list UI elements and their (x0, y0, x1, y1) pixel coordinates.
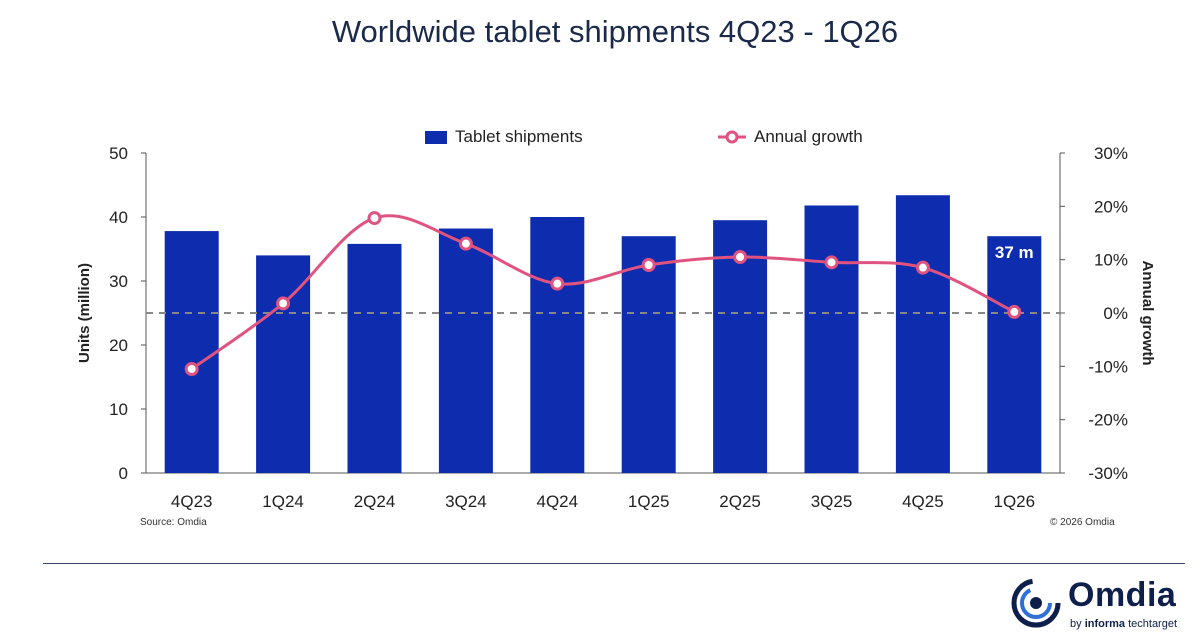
chart-svg: 0 10 20 30 40 50 -30% -20% -10% 0% 10% 20% 30% Units … (76, 144, 1156, 511)
y2-tick-label: 30% (1094, 144, 1128, 163)
x-tick-label: 1Q25 (628, 492, 670, 511)
growth-point-1Q25 (641, 258, 656, 272)
bar-3Q25 (804, 205, 859, 474)
y-axis-label: Units (million) (76, 263, 93, 363)
growth-point-4Q25 (915, 260, 930, 275)
bar-data-label: 37 m (995, 243, 1034, 262)
source-note: Source: Omdia (140, 517, 207, 528)
x-tick-label: 3Q25 (811, 492, 853, 511)
legend-bar-swatch (425, 130, 447, 144)
omdia-logo: Omdia by informa techtarget (1010, 574, 1190, 634)
x-tick-label: 4Q25 (902, 492, 944, 511)
bar-1Q25 (621, 236, 676, 473)
legend-line-swatch (718, 130, 746, 144)
x-tick-label: 1Q26 (994, 492, 1036, 511)
y2-tick-label: -20% (1088, 411, 1128, 430)
y2-tick-label: 0% (1103, 304, 1128, 323)
y-tick-label: 20 (109, 336, 128, 355)
growth-point-4Q24 (550, 276, 565, 291)
x-tick-label: 4Q24 (537, 492, 579, 511)
footer-divider (43, 563, 1185, 564)
y-tick-label: 10 (109, 400, 128, 419)
growth-line (190, 214, 1015, 371)
bar-4Q23 (164, 231, 219, 473)
omdia-logo-word: Omdia (1068, 576, 1177, 614)
y2-tick-label: -30% (1088, 464, 1128, 483)
growth-point-1Q24 (276, 296, 291, 311)
bar-3Q24 (438, 228, 493, 473)
growth-point-3Q24 (458, 236, 473, 251)
growth-point-2Q25 (733, 250, 748, 264)
x-tick-label: 2Q24 (354, 492, 396, 511)
bar-4Q24 (530, 217, 585, 473)
growth-point-3Q25 (824, 255, 839, 270)
x-tick-label: 1Q24 (262, 492, 304, 511)
x-tick-label: 2Q25 (719, 492, 761, 511)
omdia-logo-mark (1011, 578, 1061, 628)
y-tick-label: 30 (109, 272, 128, 291)
bar-2Q24 (347, 243, 402, 473)
legend-bar-label: Tablet shipments (455, 127, 583, 146)
y2-axis-label: Annual growth (1139, 261, 1156, 366)
copyright-note: © 2026 Omdia (1050, 517, 1115, 528)
y-tick-label: 50 (109, 144, 128, 163)
x-tick-label: 3Q24 (445, 492, 487, 511)
omdia-logo-tagline: by informa techtarget (1070, 618, 1178, 630)
y-tick-label: 40 (109, 208, 128, 227)
y2-tick-label: 10% (1094, 251, 1128, 270)
x-tick-label: 4Q23 (171, 492, 213, 511)
growth-point-1Q26 (1007, 304, 1022, 319)
bar-1Q26 (987, 236, 1042, 473)
bar-1Q24 (256, 255, 311, 473)
growth-point-4Q23 (184, 362, 199, 376)
legend-item-line: Annual growth (718, 127, 863, 147)
legend-line-label: Annual growth (754, 127, 863, 146)
growth-point-2Q24 (367, 211, 382, 226)
legend-item-bar: Tablet shipments (425, 127, 583, 147)
y-tick-label: 0 (119, 464, 128, 483)
bar-4Q25 (895, 195, 950, 474)
y2-tick-label: 20% (1094, 197, 1128, 216)
y2-tick-label: -10% (1088, 357, 1128, 376)
chart-title: Worldwide tablet shipments 4Q23 - 1Q26 (331, 14, 899, 49)
